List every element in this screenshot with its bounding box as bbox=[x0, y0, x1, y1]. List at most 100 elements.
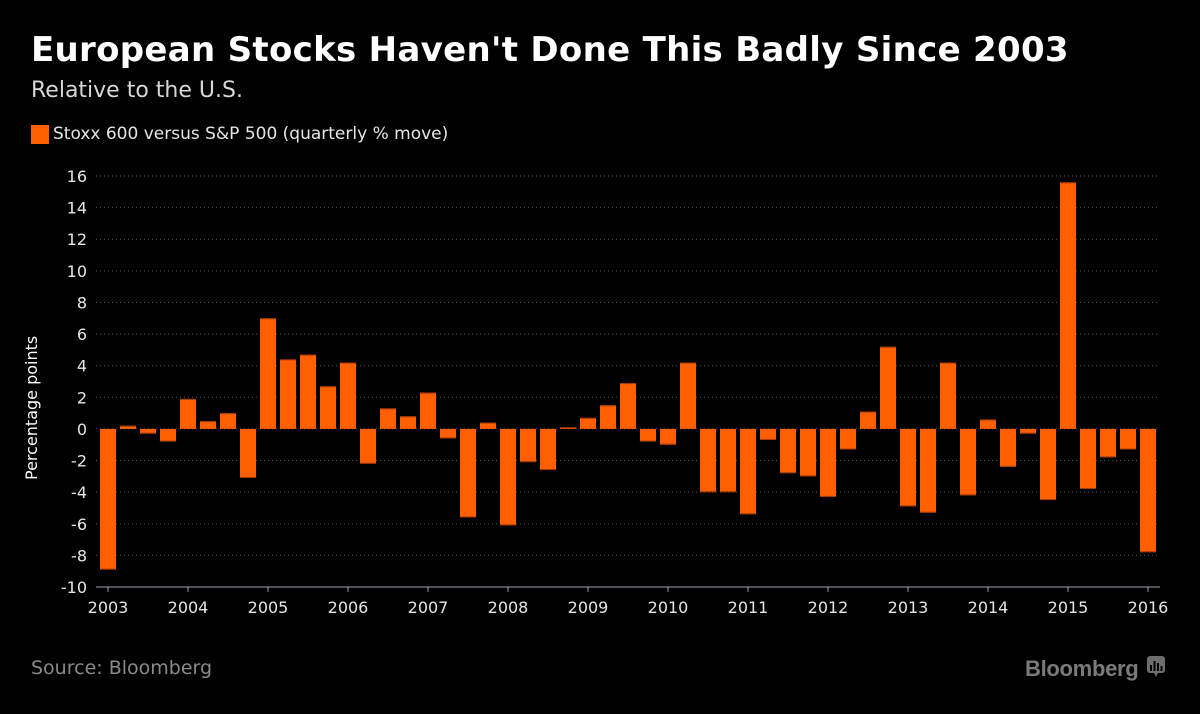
bar-cap bbox=[680, 362, 696, 364]
bar-cap bbox=[700, 491, 716, 493]
bar bbox=[140, 428, 156, 434]
bar-cap bbox=[960, 494, 976, 496]
bar bbox=[380, 408, 396, 429]
bar bbox=[820, 428, 836, 497]
bar-cap bbox=[860, 411, 876, 413]
y-tick-label: 4 bbox=[77, 357, 87, 376]
bar bbox=[100, 428, 116, 570]
bar bbox=[1120, 428, 1136, 450]
bar-cap bbox=[260, 318, 276, 320]
bar-cap bbox=[140, 432, 156, 434]
bar-cap bbox=[540, 469, 556, 471]
bloomberg-chart-bubble-icon bbox=[1146, 655, 1166, 683]
bar bbox=[500, 428, 516, 526]
bar-cap bbox=[200, 421, 216, 423]
bar-cap bbox=[520, 461, 536, 463]
x-axis-ticks: 2003 2004 2005 2006 2007 2008 2009 2010 2011 2012… bbox=[88, 587, 1169, 617]
bar bbox=[280, 359, 296, 429]
bar-cap bbox=[480, 422, 496, 424]
bar-cap bbox=[640, 440, 656, 442]
bar bbox=[320, 386, 336, 429]
x-tick-label: 2016 bbox=[1128, 598, 1169, 617]
bar-cap bbox=[940, 362, 956, 364]
bar-cap bbox=[920, 511, 936, 513]
bar bbox=[580, 417, 596, 429]
bar bbox=[420, 392, 436, 429]
bar-cap bbox=[240, 476, 256, 478]
bar-cap bbox=[160, 440, 176, 442]
bar bbox=[180, 398, 196, 429]
y-tick-label: 6 bbox=[77, 325, 87, 344]
bar bbox=[980, 419, 996, 429]
brand-wordmark: Bloomberg bbox=[1025, 656, 1139, 681]
x-tick-label: 2012 bbox=[808, 598, 849, 617]
bar-cap bbox=[500, 524, 516, 526]
x-tick-label: 2005 bbox=[248, 598, 289, 617]
bar-cap bbox=[820, 495, 836, 497]
bar bbox=[540, 428, 556, 471]
bar bbox=[760, 428, 776, 440]
bar-cap bbox=[440, 437, 456, 439]
x-tick-label: 2009 bbox=[568, 598, 609, 617]
bar bbox=[700, 428, 716, 493]
bar-cap bbox=[620, 383, 636, 385]
bar bbox=[1140, 428, 1156, 553]
bar bbox=[440, 428, 456, 439]
x-tick-label: 2007 bbox=[408, 598, 449, 617]
bar bbox=[780, 428, 796, 474]
bar-cap bbox=[1020, 432, 1036, 434]
bar bbox=[680, 362, 696, 429]
bar-cap bbox=[120, 425, 136, 427]
bar bbox=[860, 411, 876, 429]
x-tick-label: 2010 bbox=[648, 598, 689, 617]
y-tick-label: 14 bbox=[67, 199, 87, 218]
x-tick-label: 2015 bbox=[1048, 598, 1089, 617]
x-tick-label: 2014 bbox=[968, 598, 1009, 617]
bar bbox=[1100, 428, 1116, 458]
bar bbox=[520, 428, 536, 463]
bar bbox=[840, 428, 856, 450]
y-tick-label: 8 bbox=[77, 293, 87, 312]
bar-cap bbox=[880, 346, 896, 348]
bar bbox=[940, 362, 956, 429]
bar-cap bbox=[420, 392, 436, 394]
bar-cap bbox=[400, 416, 416, 418]
bar-cap bbox=[760, 438, 776, 440]
y-tick-label: 10 bbox=[67, 262, 87, 281]
bar-cap bbox=[1140, 551, 1156, 553]
bar-cap bbox=[180, 398, 196, 400]
bar bbox=[1040, 428, 1056, 501]
bar bbox=[720, 428, 736, 493]
legend-label: Stoxx 600 versus S&P 500 (quarterly % mo… bbox=[53, 124, 449, 144]
bar bbox=[620, 383, 636, 429]
legend-swatch bbox=[31, 124, 49, 144]
brand-logo: Bloomberg bbox=[1025, 655, 1166, 683]
bar-cap bbox=[1120, 448, 1136, 450]
bar bbox=[600, 405, 616, 429]
bar-cap bbox=[1060, 182, 1076, 184]
bar-cap bbox=[280, 359, 296, 361]
bar bbox=[480, 422, 496, 429]
bar-cap bbox=[300, 354, 316, 356]
source-note: Source: Bloomberg bbox=[31, 657, 213, 679]
bar bbox=[460, 428, 476, 518]
bar bbox=[200, 421, 216, 429]
bar bbox=[740, 428, 756, 515]
bar bbox=[660, 428, 676, 445]
bar bbox=[220, 413, 236, 429]
y-tick-label: -2 bbox=[71, 452, 87, 471]
bar bbox=[260, 318, 276, 429]
bar bbox=[960, 428, 976, 496]
bar-cap bbox=[660, 443, 676, 445]
bar-cap bbox=[360, 462, 376, 464]
bar-cap bbox=[460, 516, 476, 518]
y-tick-label: -6 bbox=[71, 515, 87, 534]
chart-title: European Stocks Haven't Done This Badly … bbox=[31, 30, 1069, 70]
bar-cap bbox=[780, 472, 796, 474]
bar-cap bbox=[840, 448, 856, 450]
bar-cap bbox=[1100, 456, 1116, 458]
y-tick-label: 0 bbox=[77, 420, 87, 439]
x-tick-label: 2004 bbox=[168, 598, 209, 617]
y-tick-label: -4 bbox=[71, 483, 87, 502]
